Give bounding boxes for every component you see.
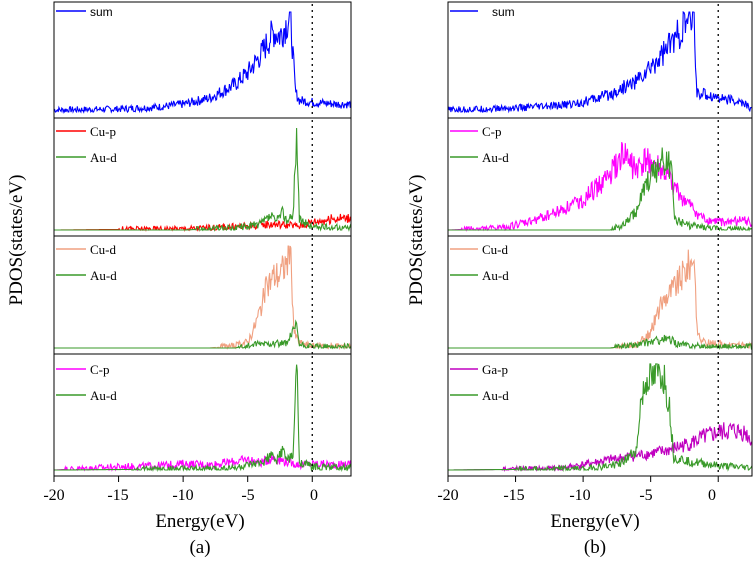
legend-label-sum: sum [492, 5, 515, 19]
x-tick-label: -15 [503, 487, 524, 504]
legend-label-au-d: Au-d [90, 388, 117, 403]
x-tick-label: -10 [172, 487, 193, 504]
series-line-au-d [54, 319, 352, 350]
series-line-au-d [54, 127, 352, 232]
panel-caption: (a) [189, 537, 210, 558]
x-axis-label: Energy(eV) [550, 511, 639, 532]
legend-label-sum: sum [90, 5, 113, 19]
legend-label-au-d: Au-d [482, 388, 509, 403]
series-line-au-d [448, 363, 753, 473]
subplot-frame [53, 353, 352, 477]
series-line-sum [53, 11, 352, 115]
subplot-frame [447, 353, 753, 477]
legend-label-au-d: Au-d [482, 268, 509, 283]
panel-caption: (b) [584, 537, 606, 558]
legend-label-c-p: C-p [482, 124, 502, 139]
legend-label-c-p: C-p [90, 362, 110, 377]
legend-label-au-d: Au-d [482, 150, 509, 165]
x-tick-label: -15 [107, 487, 128, 504]
x-tick-label: 0 [310, 487, 318, 504]
panel-a-plot-area [53, 1, 352, 482]
panel-b-plot-area [447, 1, 753, 482]
legend-label-ga-p: Ga-p [482, 362, 508, 377]
x-tick-label: -5 [241, 487, 254, 504]
series-line-au-d [448, 334, 753, 351]
legend-label-au-d: Au-d [90, 268, 117, 283]
series-line-au-d [448, 147, 753, 232]
x-tick-label: -20 [43, 487, 64, 504]
series-line-au-d [54, 364, 352, 473]
legend-label-cu-d: Cu-d [482, 242, 509, 257]
y-axis-label: PDOS(states/eV) [6, 175, 27, 306]
x-axis-label: Energy(eV) [155, 511, 244, 532]
x-tick-label: -20 [437, 487, 458, 504]
x-tick-label: 0 [708, 487, 716, 504]
legend-label-cu-d: Cu-d [90, 242, 117, 257]
legend-label-cu-p: Cu-p [90, 124, 116, 139]
series-line-c-p [54, 454, 352, 472]
series-line-sum [447, 11, 753, 114]
panel-a: sum Cu-p Au-d Cu-d Au-d C-p Au-d -20 -15… [6, 1, 352, 558]
x-tick-label: -5 [639, 487, 652, 504]
x-tick-label: -10 [569, 487, 590, 504]
series-line-c-p [448, 142, 753, 232]
panel-b: sum C-p Au-d Cu-d Au-d Ga-p Au-d -20 -15… [406, 1, 753, 558]
legend-label-au-d: Au-d [90, 150, 117, 165]
y-axis-label: PDOS(states/eV) [406, 175, 427, 306]
